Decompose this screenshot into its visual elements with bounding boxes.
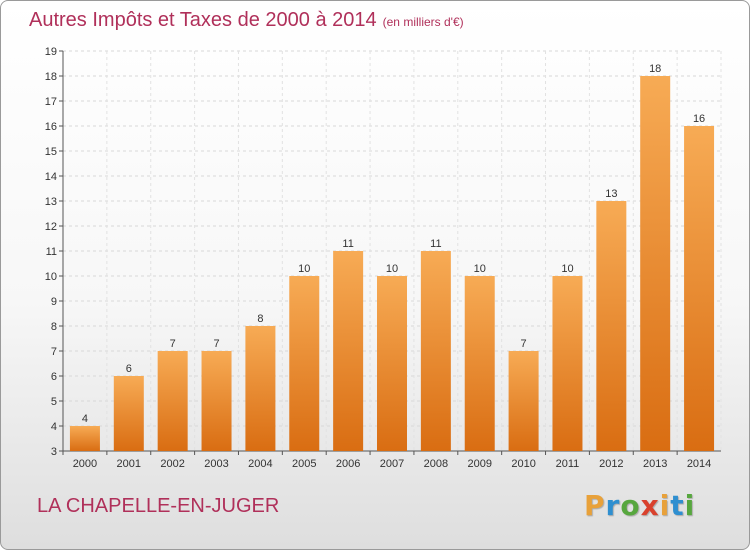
data-label: 6 [126, 363, 132, 375]
x-tick-label: 2001 [117, 458, 141, 470]
bar [113, 376, 144, 451]
data-label: 16 [693, 113, 705, 125]
y-tick-label: 11 [46, 246, 57, 258]
data-label: 7 [213, 338, 219, 350]
x-tick-label: 2004 [248, 458, 272, 470]
x-tick-label: 2002 [160, 458, 184, 470]
x-tick-label: 2013 [643, 458, 667, 470]
y-tick-label: 16 [45, 121, 57, 133]
logo-letter: x [640, 489, 660, 522]
data-labels: 4 6 7 7 8 10 11 10 11 10 7 10 13 18 16 [82, 63, 705, 425]
logo-letter: i [659, 489, 671, 522]
bar [245, 326, 276, 451]
y-tick-label: 14 [45, 171, 57, 183]
y-tick-label: 3 [51, 446, 57, 458]
bars [69, 76, 715, 451]
bar [464, 276, 495, 451]
y-tick-label: 7 [51, 346, 57, 358]
y-tick-label: 8 [51, 321, 57, 333]
y-tick-label: 18 [45, 71, 57, 83]
y-tick-label: 17 [45, 96, 57, 108]
x-tick-label: 2014 [687, 458, 711, 470]
x-tick-label: 2012 [599, 458, 623, 470]
bar [289, 276, 320, 451]
x-tick-label: 2006 [336, 458, 360, 470]
bar [684, 126, 715, 451]
data-label: 7 [170, 338, 176, 350]
x-tick-label: 2007 [380, 458, 404, 470]
data-label: 8 [257, 313, 263, 325]
y-tick-label: 6 [51, 371, 57, 383]
logo-letter: P [584, 489, 606, 522]
y-tick-label: 10 [45, 271, 57, 283]
data-label: 18 [649, 63, 661, 75]
x-tick-label: 2003 [204, 458, 228, 470]
y-tick-label: 13 [45, 196, 57, 208]
y-tick-label: 9 [51, 296, 57, 308]
bar [508, 351, 539, 451]
data-label: 4 [82, 413, 88, 425]
bar [377, 276, 407, 451]
x-tick-label: 2000 [73, 458, 97, 470]
bar [640, 76, 671, 451]
data-label: 10 [474, 263, 486, 275]
bar [201, 351, 232, 451]
x-tick-label: 2005 [292, 458, 316, 470]
bar [69, 426, 100, 451]
y-tick-label: 15 [45, 146, 57, 158]
data-label: 10 [298, 263, 310, 275]
x-tick-label: 2010 [511, 458, 535, 470]
proxiti-logo[interactable]: Proxiti [584, 489, 695, 522]
bar [157, 351, 188, 451]
y-tick-label: 19 [45, 46, 57, 58]
logo-letter: r [605, 489, 621, 522]
bar [333, 251, 364, 451]
data-label: 13 [605, 188, 617, 200]
x-tick-label: 2008 [424, 458, 448, 470]
bar [420, 251, 451, 451]
bar [552, 276, 583, 451]
data-label: 11 [430, 238, 441, 250]
bar [596, 201, 627, 451]
chart-title: Autres Impôts et Taxes de 2000 à 2014 (en… [29, 9, 464, 32]
logo-letter: o [620, 489, 641, 522]
y-tick-label: 5 [51, 396, 57, 408]
data-label: 7 [521, 338, 527, 350]
data-label: 10 [561, 263, 573, 275]
logo-letter: i [684, 489, 696, 522]
data-label: 11 [342, 238, 353, 250]
x-tick-label: 2009 [467, 458, 491, 470]
chart-subtitle: (en milliers d'€) [382, 15, 464, 29]
data-label: 10 [386, 263, 398, 275]
town-name: LA CHAPELLE-EN-JUGER [37, 495, 280, 517]
y-tick-label: 4 [51, 421, 57, 433]
chart-title-text: Autres Impôts et Taxes de 2000 à 2014 [29, 9, 377, 31]
x-tick-label: 2011 [556, 458, 580, 470]
y-tick-label: 12 [45, 221, 57, 233]
logo-letter: t [670, 489, 685, 522]
